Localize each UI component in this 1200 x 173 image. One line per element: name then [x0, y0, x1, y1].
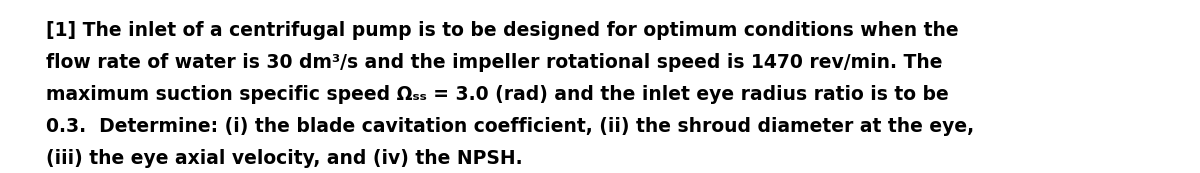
Text: maximum suction specific speed Ωₛₛ = 3.0 (rad) and the inlet eye radius ratio is: maximum suction specific speed Ωₛₛ = 3.0… — [46, 85, 948, 104]
Text: 0.3.  Determine: (i) the blade cavitation coefficient, (ii) the shroud diameter : 0.3. Determine: (i) the blade cavitation… — [46, 117, 973, 136]
Text: [1] The inlet of a centrifugal pump is to be designed for optimum conditions whe: [1] The inlet of a centrifugal pump is t… — [46, 21, 959, 40]
Text: flow rate of water is 30 dm³/s and the impeller rotational speed is 1470 rev/min: flow rate of water is 30 dm³/s and the i… — [46, 53, 942, 72]
Text: (iii) the eye axial velocity, and (iv) the NPSH.: (iii) the eye axial velocity, and (iv) t… — [46, 149, 522, 168]
